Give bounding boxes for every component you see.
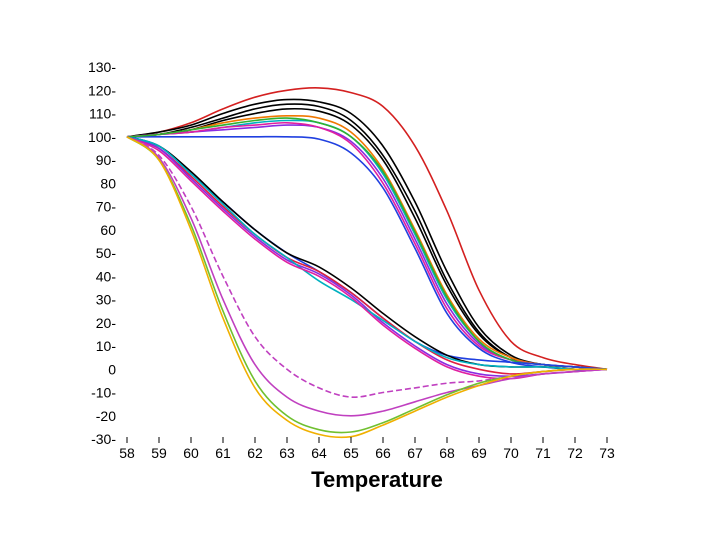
x-tick-label: 64 (311, 445, 327, 461)
series-line-1 (126, 87, 608, 371)
series-layer (126, 87, 608, 439)
y-tick-label: 80 (100, 175, 116, 191)
y-tick-label: 90- (96, 152, 117, 168)
y-tick-label: 40- (96, 268, 117, 284)
series-line-15 (126, 136, 608, 371)
x-axis-title: Temperature (311, 467, 443, 492)
x-tick-label: 70 (503, 445, 519, 461)
y-tick-label: 100- (88, 129, 116, 145)
y-tick-label: 20- (96, 315, 117, 331)
y-tick-label: 0 (108, 361, 116, 377)
x-tick-label: 63 (279, 445, 295, 461)
x-tick-label: 65 (343, 445, 359, 461)
y-tick-label: -10- (91, 385, 116, 401)
series-line-18 (126, 136, 608, 417)
y-tick-label: 60 (100, 222, 116, 238)
series-line-8 (127, 135, 608, 371)
x-tick-label: 71 (535, 445, 551, 461)
y-tick-label: 120- (88, 82, 116, 98)
y-tick-label: -30- (91, 431, 116, 447)
series-line-20 (126, 136, 608, 439)
y-tick-label: 50- (96, 245, 117, 261)
y-tick-label: 130- (88, 59, 116, 75)
y-tick-label: 70- (96, 199, 117, 215)
x-axis-ticks: 58 59 60 61 62 63 64 65 66 67 68 69 70 71 72 73 (119, 437, 615, 461)
y-tick-label: 30- (96, 292, 117, 308)
x-tick-label: 72 (567, 445, 583, 461)
x-tick-label: 73 (599, 445, 615, 461)
y-tick-label: 110- (89, 106, 116, 122)
y-tick-label: 10- (96, 338, 117, 354)
x-tick-label: 67 (407, 445, 423, 461)
series-line-5 (126, 114, 608, 371)
x-tick-label: 62 (247, 445, 263, 461)
x-tick-label: 66 (375, 445, 391, 461)
x-tick-label: 60 (183, 445, 199, 461)
x-tick-label: 68 (439, 445, 455, 461)
x-tick-label: 59 (151, 445, 167, 461)
y-axis-ticks: 130- 120- 110- 100- 90- 80 70- 60 50- 40- 30- 20- 10… (88, 59, 116, 447)
x-tick-label: 58 (119, 445, 135, 461)
y-tick-label: -20 (96, 408, 116, 424)
x-tick-label: 69 (471, 445, 487, 461)
x-tick-label: 61 (215, 445, 231, 461)
